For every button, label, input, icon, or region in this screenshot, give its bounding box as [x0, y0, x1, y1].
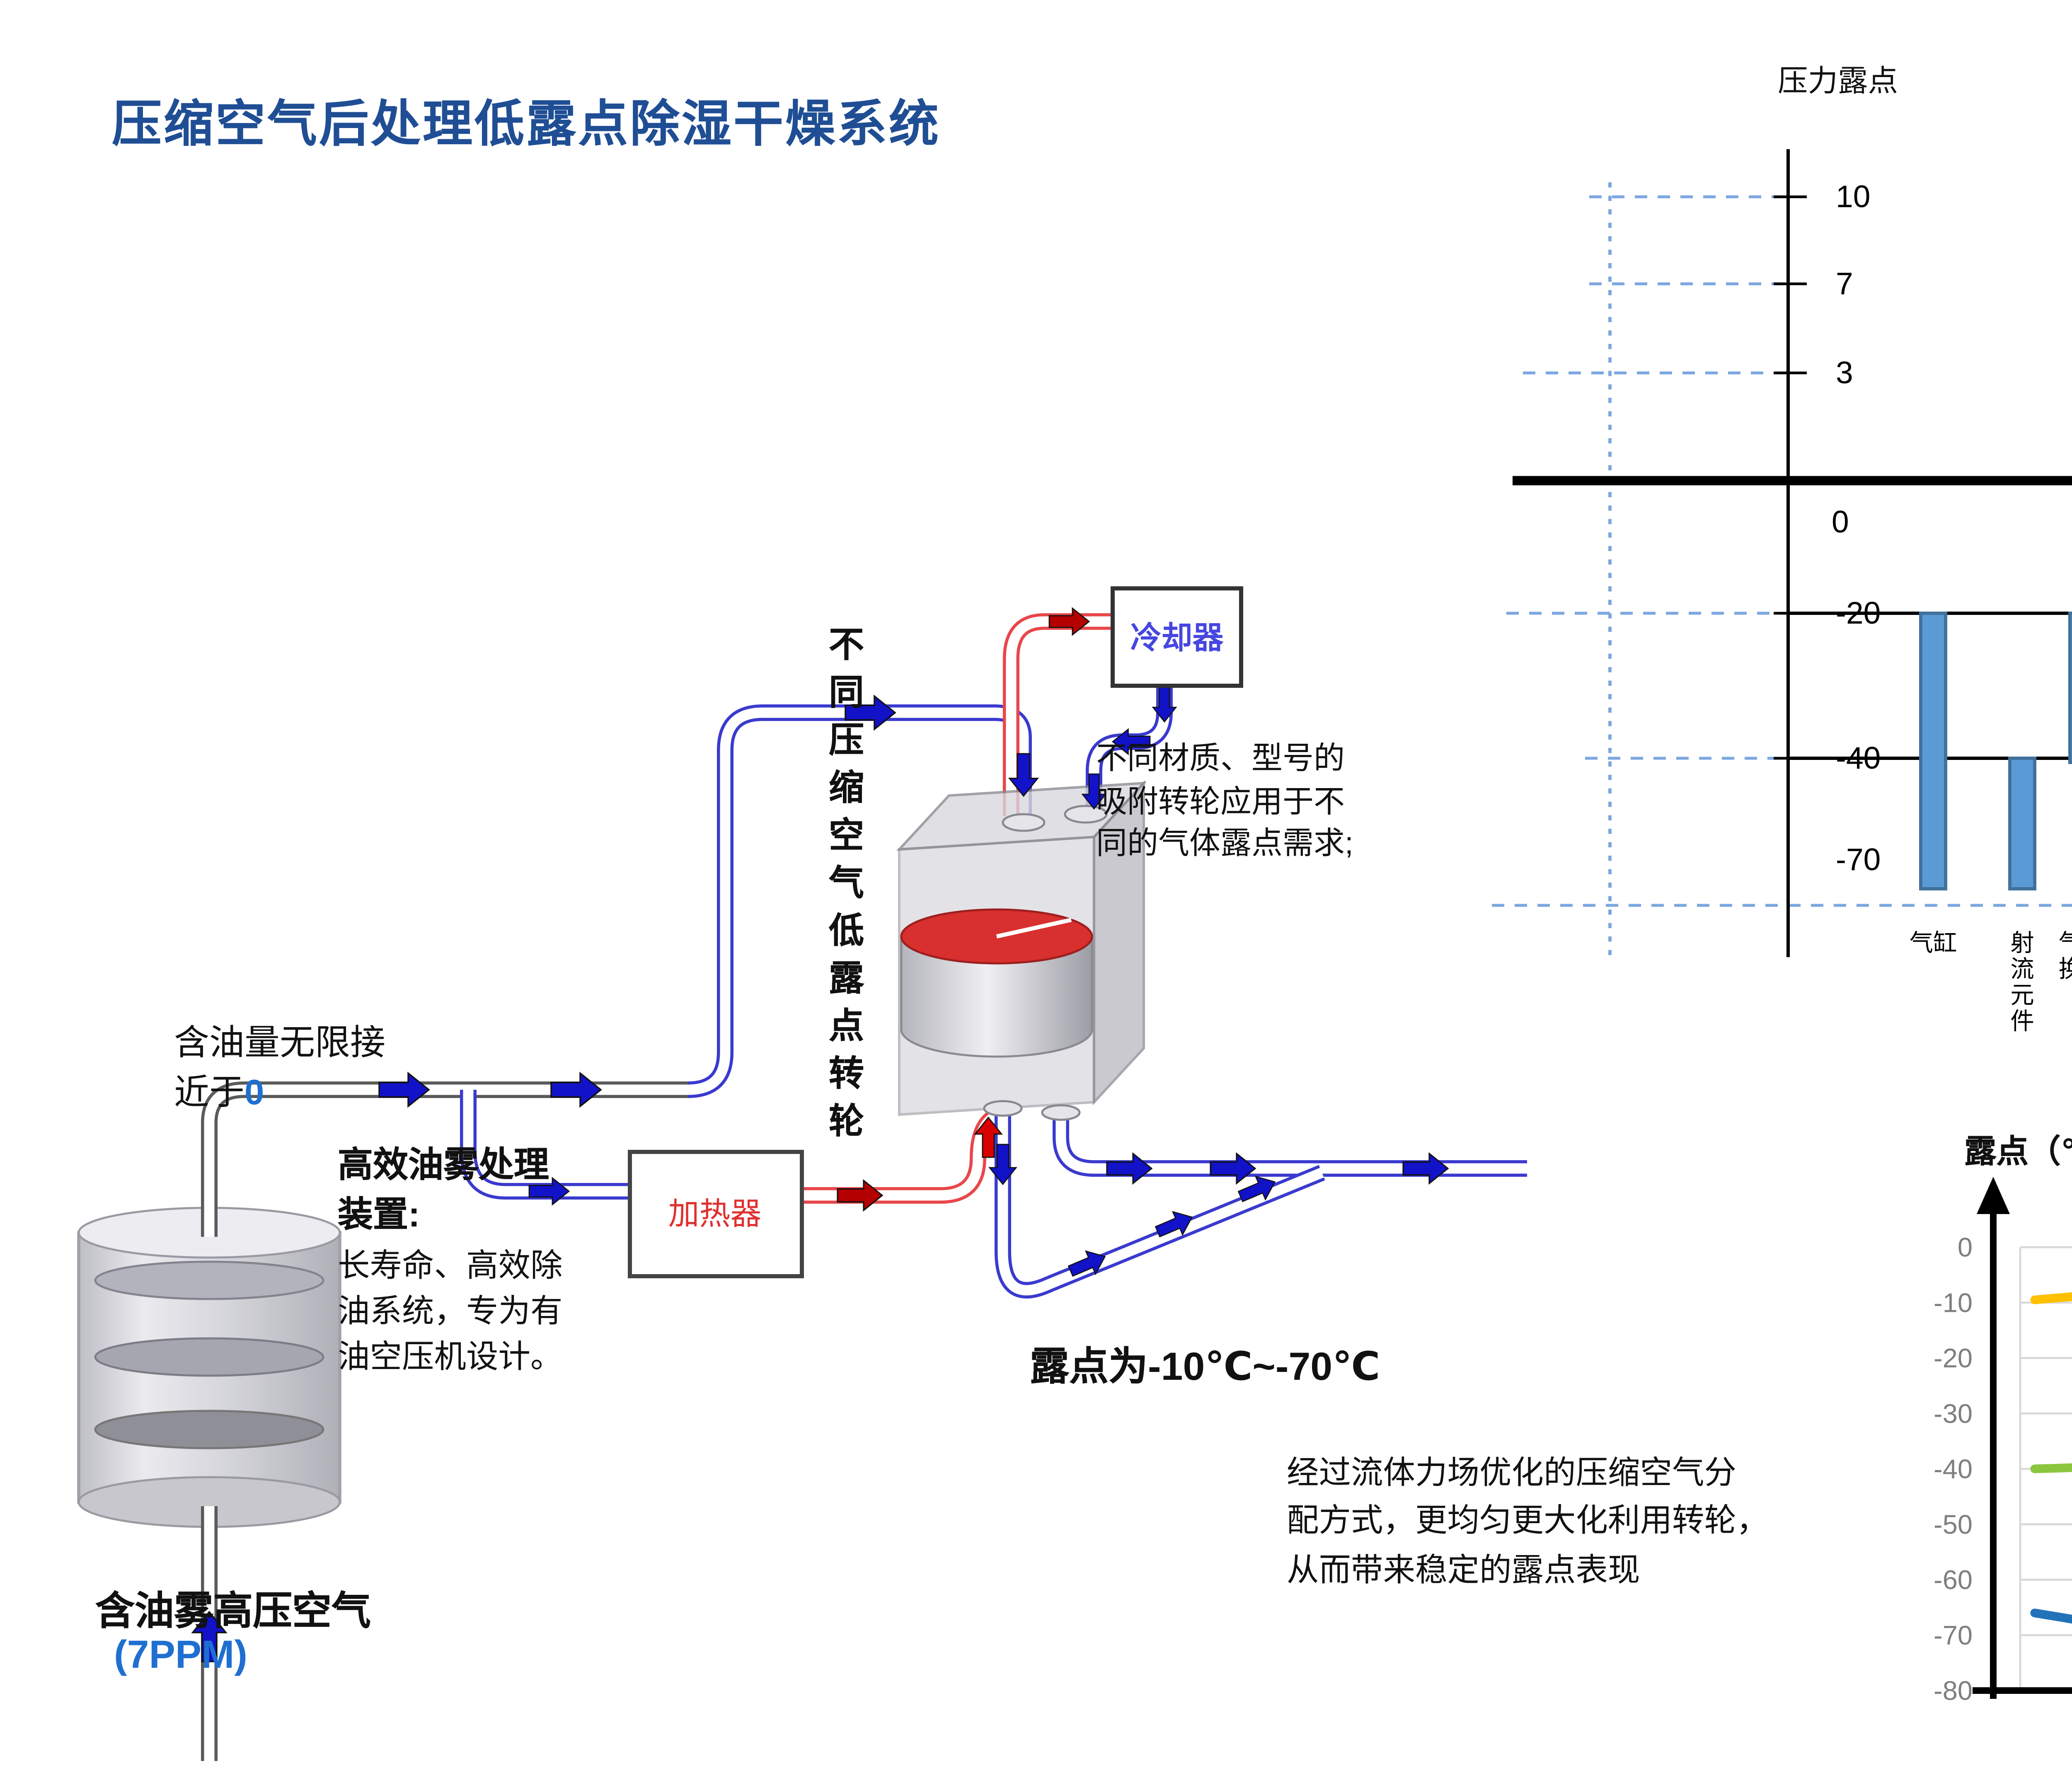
bar-category-label: 流: [2010, 956, 2034, 982]
pipe-outlet-diagonal-core: [997, 1113, 1324, 1296]
blue-line: [2030, 1609, 2072, 1624]
bar-category-label: 换向: [2059, 956, 2072, 982]
y-tick-label: -20: [1836, 595, 1881, 630]
bar-category-label: 件: [2010, 1008, 2034, 1035]
oil-free-note: 含油量无限接 近于0: [174, 1019, 385, 1119]
tank-filter-disc: [94, 1260, 324, 1300]
oil-free-line1: 含油量无限接: [174, 1023, 385, 1063]
y-tick-label: 10: [1836, 179, 1870, 214]
bar-category-label: 阀: [2070, 982, 2072, 1009]
line-y-tick-label: -60: [1934, 1565, 1973, 1595]
cooler-label: 冷却器: [1130, 620, 1224, 655]
inlet-ppm-label: (7PPM): [114, 1635, 248, 1678]
line-y-tick-label: -10: [1934, 1287, 1973, 1318]
line-y-tick-label: -40: [1934, 1454, 1973, 1484]
pipe-outlet-main-core: [1055, 1113, 1527, 1174]
line-chart: 0 -10 -20 -30 -40 -50 -60 -70 -80: [1934, 1177, 2072, 1706]
pipe-tank-to-junction-core: [204, 1084, 688, 1237]
pipe-network: [201, 613, 1527, 1761]
bar-chart-y-axis-label: 压力露点: [1778, 66, 1898, 99]
line-y-tick-label: -30: [1934, 1398, 1973, 1429]
line-y-tick-label: -50: [1934, 1509, 1973, 1539]
y-tick-label: -40: [1836, 740, 1881, 775]
y-tick-label: 7: [1836, 266, 1853, 301]
bar-category-label: 射: [2010, 930, 2034, 956]
bar: [1919, 612, 1947, 890]
flow-optimization-note: 经过流体力场优化的压缩空气分 配方式，更均匀更大化利用转轮， 从而带来稳定的露点…: [1287, 1456, 1769, 1588]
wheel-port: [1064, 805, 1108, 824]
bar: [2068, 612, 2072, 764]
line-y-tick-label: -20: [1934, 1343, 1973, 1373]
wheel-port: [1041, 1104, 1081, 1121]
tank-filter-disc: [94, 1337, 324, 1377]
cooler-box: 冷却器: [1111, 586, 1243, 688]
inlet-air-label: 含油雾高压空气: [95, 1591, 371, 1635]
bar: [2008, 757, 2036, 890]
wheel-port: [1002, 813, 1046, 832]
rotor-drum: [900, 908, 1093, 1058]
bar-chart: 10730-20-40-70气缸射流元件气动换向阀气动马达压力控制阀铸造机械喷漆…: [1492, 149, 2072, 1035]
wheel-port: [983, 1100, 1023, 1117]
green-line: [2030, 1463, 2072, 1473]
oil-free-line2: 近于: [174, 1073, 244, 1113]
wheel-material-note: 不同材质、型号的 吸附转轮应用于不 同的气体露点需求;: [1096, 742, 1353, 863]
oil-free-zero: 0: [244, 1073, 264, 1113]
page-title: 压缩空气后处理低露点除湿干燥系统: [112, 97, 941, 153]
line-y-tick-label: 0: [1958, 1232, 1973, 1263]
line-chart-title: 露点（℃）: [1964, 1135, 2072, 1171]
y-tick-label: -70: [1836, 842, 1881, 877]
yellow-line: [2030, 1292, 2072, 1304]
heater-label: 加热器: [668, 1196, 761, 1231]
wheel-vertical-label: 不同压缩空气低露点转轮: [823, 626, 862, 1150]
adsorption-wheel-unit: [896, 780, 1147, 1121]
bar-category-label: 元: [2010, 982, 2034, 1009]
pipe-to-heater-core: [463, 1090, 636, 1197]
line-y-axis-arrowhead: [1977, 1177, 2010, 1214]
tank-filter-disc: [94, 1410, 324, 1449]
dewpoint-result-label: 露点为-10℃~-70℃: [1030, 1347, 1380, 1390]
heater-box: 加热器: [628, 1150, 804, 1278]
line-y-tick-label: -80: [1934, 1676, 1973, 1706]
bar-category-label: 气动: [2059, 930, 2072, 956]
y-tick-label: 3: [1836, 355, 1853, 390]
oil-mist-device-title: 高效油雾处理 装置:: [338, 1146, 549, 1234]
pipe-wheel-to-cooler-core: [1006, 616, 1117, 816]
bar-category-label: 气缸: [1910, 930, 1957, 956]
oil-mist-device-body: 长寿命、高效除 油系统，专为有 油空压机设计。: [338, 1249, 563, 1376]
line-y-tick-label: -70: [1934, 1620, 1973, 1650]
y-tick-label: 0: [1832, 504, 1849, 539]
